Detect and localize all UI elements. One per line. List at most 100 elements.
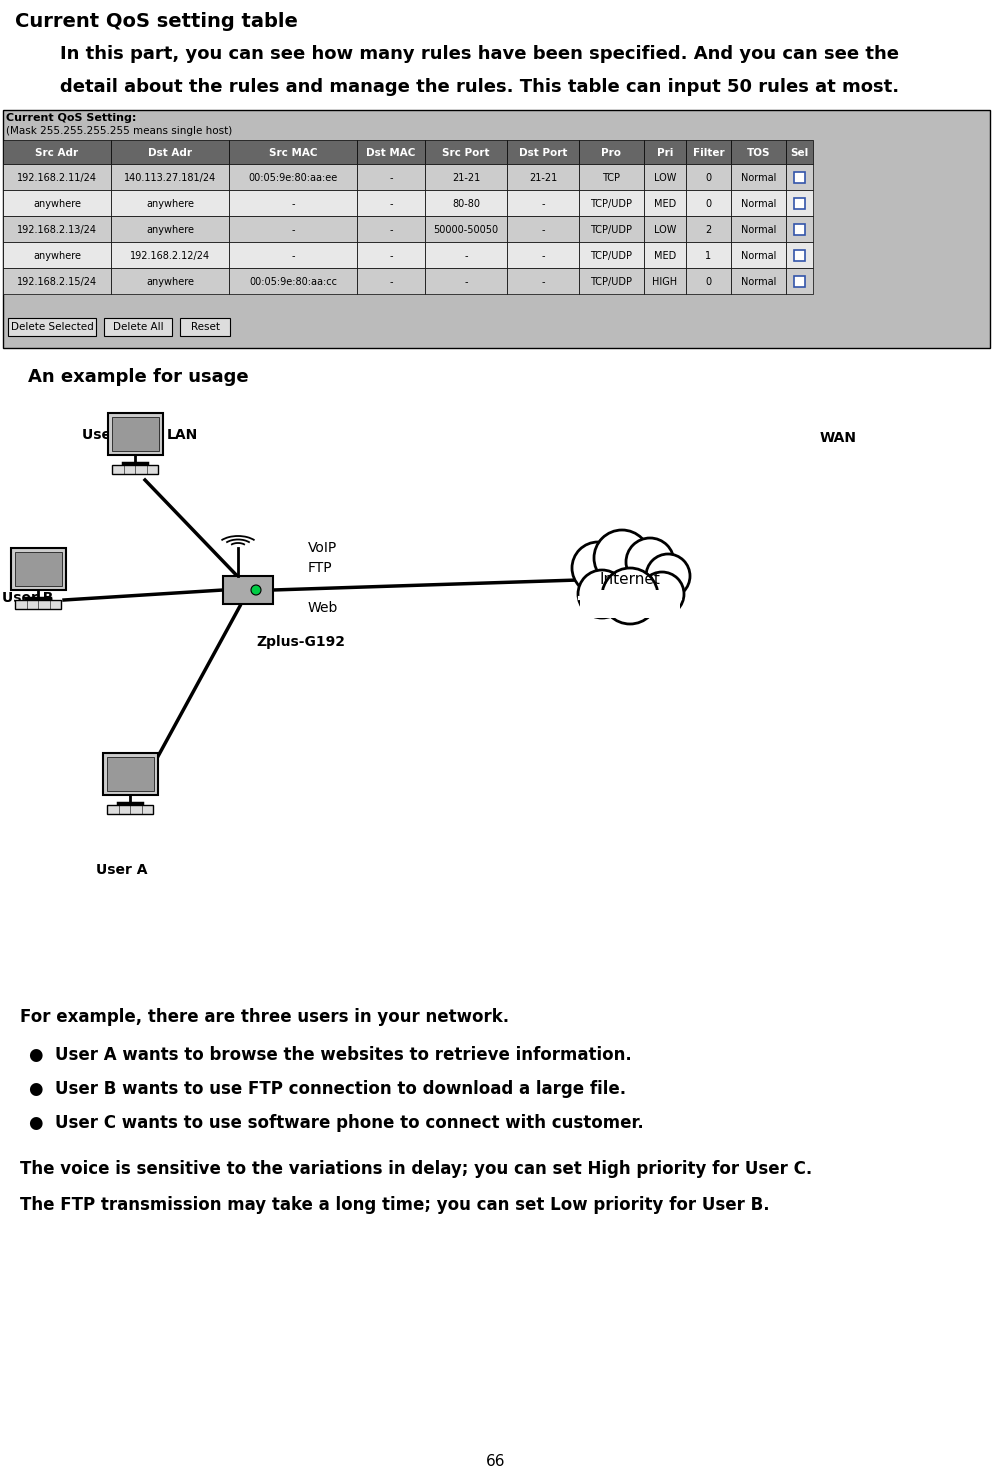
Text: -: - — [465, 277, 468, 287]
Bar — [111, 418, 159, 452]
Text: LOW: LOW — [653, 173, 676, 184]
Bar — [794, 275, 805, 286]
Bar — [731, 141, 786, 164]
Bar — [786, 141, 813, 164]
Text: TCP/UDP: TCP/UDP — [591, 250, 633, 261]
Text: TOS: TOS — [747, 148, 771, 158]
Text: Web: Web — [308, 601, 339, 615]
Text: MED: MED — [653, 198, 676, 209]
Text: Dst MAC: Dst MAC — [366, 148, 416, 158]
Circle shape — [572, 542, 624, 594]
Text: Filter: Filter — [693, 148, 724, 158]
Circle shape — [646, 554, 690, 598]
Text: anywhere: anywhere — [146, 277, 194, 287]
Text: 1: 1 — [705, 250, 712, 261]
Bar — [425, 164, 507, 190]
Text: 80-80: 80-80 — [452, 198, 480, 209]
Bar — [794, 172, 805, 182]
Text: 192.168.2.15/24: 192.168.2.15/24 — [17, 277, 97, 287]
Bar — [223, 576, 273, 604]
Text: User A: User A — [96, 863, 148, 877]
Bar — [686, 241, 731, 268]
Text: ●: ● — [28, 1114, 43, 1131]
Bar — [644, 216, 686, 241]
Text: -: - — [291, 250, 295, 261]
Text: 21-21: 21-21 — [452, 173, 481, 184]
Text: -: - — [389, 225, 393, 235]
Bar — [794, 224, 805, 234]
Bar — [579, 190, 644, 216]
Text: 0: 0 — [705, 173, 712, 184]
Text: MED: MED — [653, 250, 676, 261]
Bar — [357, 268, 425, 295]
Bar — [425, 216, 507, 241]
Text: Dst Port: Dst Port — [518, 148, 567, 158]
Text: anywhere: anywhere — [33, 250, 81, 261]
Bar — [111, 268, 229, 295]
Bar — [229, 216, 357, 241]
Bar — [579, 141, 644, 164]
Bar — [357, 216, 425, 241]
Text: Pri: Pri — [656, 148, 673, 158]
Bar — [644, 164, 686, 190]
Bar — [3, 141, 111, 164]
Bar — [644, 268, 686, 295]
Bar — [731, 190, 786, 216]
Text: -: - — [465, 250, 468, 261]
Bar — [786, 164, 813, 190]
Bar — [111, 241, 229, 268]
Bar — [686, 216, 731, 241]
Text: 192.168.2.13/24: 192.168.2.13/24 — [17, 225, 97, 235]
Text: HIGH: HIGH — [652, 277, 677, 287]
Bar — [357, 141, 425, 164]
Text: Delete Selected: Delete Selected — [11, 321, 93, 332]
Text: 50000-50050: 50000-50050 — [433, 225, 498, 235]
Text: FTP: FTP — [308, 561, 333, 575]
Text: Src Port: Src Port — [442, 148, 490, 158]
Bar — [507, 164, 579, 190]
Bar — [686, 190, 731, 216]
Text: Src Adr: Src Adr — [36, 148, 78, 158]
Bar — [3, 110, 990, 348]
Bar — [111, 216, 229, 241]
Text: An example for usage: An example for usage — [28, 367, 248, 387]
Bar — [686, 141, 731, 164]
Bar — [102, 752, 158, 795]
Text: For example, there are three users in your network.: For example, there are three users in yo… — [20, 1009, 509, 1026]
Text: -: - — [541, 225, 545, 235]
Bar — [229, 164, 357, 190]
Text: Pro: Pro — [602, 148, 622, 158]
Bar — [425, 268, 507, 295]
Text: detail about the rules and manage the rules. This table can input 50 rules at mo: detail about the rules and manage the ru… — [60, 78, 899, 96]
Bar — [3, 164, 111, 190]
Text: anywhere: anywhere — [146, 225, 194, 235]
Text: TCP/UDP: TCP/UDP — [591, 225, 633, 235]
Bar — [644, 241, 686, 268]
Text: TCP: TCP — [603, 173, 621, 184]
Bar — [111, 164, 229, 190]
Circle shape — [578, 570, 626, 618]
Bar — [229, 268, 357, 295]
Bar — [112, 465, 158, 474]
Bar — [731, 216, 786, 241]
Bar — [731, 268, 786, 295]
Text: -: - — [291, 225, 295, 235]
Bar — [786, 190, 813, 216]
Bar — [8, 318, 96, 336]
Bar — [507, 216, 579, 241]
Text: anywhere: anywhere — [146, 198, 194, 209]
Bar — [11, 548, 66, 589]
Text: Reset: Reset — [191, 321, 219, 332]
Text: -: - — [389, 277, 393, 287]
Text: Normal: Normal — [741, 250, 777, 261]
Bar — [3, 190, 111, 216]
Text: TCP/UDP: TCP/UDP — [591, 198, 633, 209]
Bar — [794, 249, 805, 261]
Text: Dst Adr: Dst Adr — [148, 148, 192, 158]
Bar — [786, 268, 813, 295]
Bar — [425, 241, 507, 268]
Bar — [579, 241, 644, 268]
Bar — [229, 141, 357, 164]
Bar — [111, 190, 229, 216]
Bar — [580, 589, 680, 618]
